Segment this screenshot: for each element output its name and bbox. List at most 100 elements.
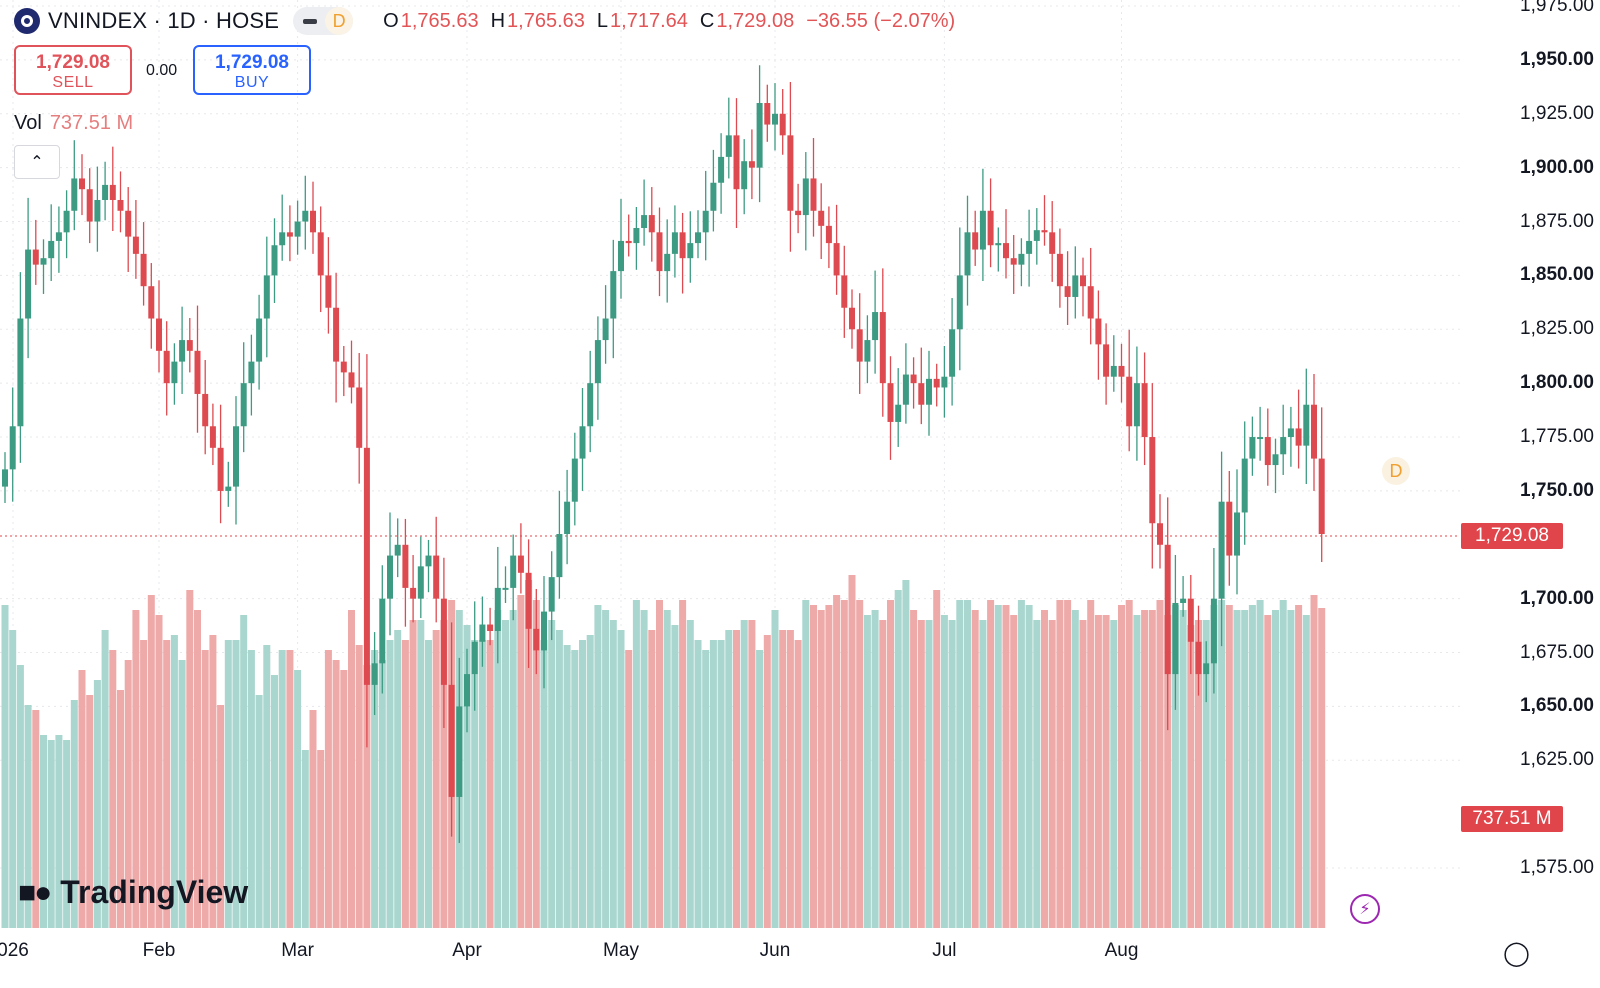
price-tick-label: 1,850.00 — [1520, 264, 1594, 286]
volume-bar — [833, 595, 841, 928]
volume-bar — [1187, 625, 1195, 928]
volume-bar — [355, 645, 363, 928]
sell-button[interactable]: 1,729.08 SELL — [14, 45, 132, 95]
time-tick-label: Apr — [452, 940, 482, 961]
volume-bar — [478, 640, 486, 928]
brand-name: TradingView — [60, 874, 249, 910]
volume-bar — [1025, 605, 1033, 928]
candle-body — [818, 210, 825, 226]
candle-body — [548, 577, 555, 612]
volume-bar — [679, 600, 687, 928]
candle-body — [802, 178, 809, 216]
volume-bar — [155, 615, 163, 928]
volume-bar — [925, 620, 933, 928]
candle-body — [610, 271, 617, 319]
volume-bar — [217, 705, 225, 928]
volume-bar — [401, 640, 409, 928]
time-tick-label: Mar — [281, 940, 314, 961]
candle-body — [1141, 383, 1148, 438]
high-value: 1,765.63 — [507, 9, 585, 32]
volume-bar — [1087, 600, 1095, 928]
candle-body — [94, 199, 101, 222]
volume-bar — [517, 595, 525, 928]
bolt-icon[interactable]: ⚡ — [1350, 894, 1380, 924]
tradingview-logo[interactable]: ■● TradingView — [18, 874, 248, 911]
candle-body — [1064, 286, 1071, 297]
volume-bars — [1, 575, 1326, 928]
volume-bar — [748, 620, 756, 928]
candle-body — [186, 340, 193, 351]
volume-bar — [409, 620, 417, 928]
candle-body — [556, 534, 563, 578]
volume-bar — [1102, 615, 1110, 928]
minus-icon — [303, 18, 318, 24]
low-label: L — [596, 9, 609, 32]
volume-bar — [109, 650, 117, 928]
volume-bar — [1064, 600, 1072, 928]
volume-bar — [586, 635, 594, 928]
candle-body — [286, 232, 293, 237]
symbol-title[interactable]: VNINDEX · 1D · HOSE — [48, 8, 280, 33]
candle-body — [964, 232, 971, 276]
volume-bar — [255, 695, 263, 928]
candle-body — [1126, 376, 1133, 427]
candle-body — [63, 210, 70, 233]
sell-price: 1,729.08 — [36, 52, 110, 73]
candle-body — [471, 641, 478, 675]
volume-bar — [340, 670, 348, 928]
volume-bar — [917, 620, 925, 928]
volume-bar — [40, 735, 47, 928]
candle-body — [1180, 598, 1187, 603]
candle-body — [71, 178, 78, 211]
candle-body — [425, 555, 432, 567]
interval-toggle[interactable]: D — [293, 7, 354, 35]
volume-bar — [1079, 620, 1087, 928]
candle-body — [79, 178, 85, 190]
settings-icon[interactable]: ◯ — [1503, 940, 1530, 967]
volume-bar — [1279, 600, 1287, 928]
collapse-button[interactable]: ⌃ — [14, 145, 60, 179]
candle-body — [864, 340, 871, 362]
candle-body — [310, 210, 316, 233]
candle-body — [271, 245, 278, 276]
volume-bar — [625, 650, 633, 928]
volume-bar — [240, 615, 248, 928]
candle-body — [1087, 286, 1094, 319]
volume-bar — [802, 600, 810, 928]
candle-body — [325, 275, 332, 308]
volume-bar — [848, 575, 856, 928]
volume-bar — [532, 600, 540, 928]
candle-body — [841, 275, 848, 308]
sell-label: SELL — [52, 74, 94, 91]
candle-body — [302, 210, 309, 222]
volume-bar — [940, 615, 948, 928]
candle-body — [417, 566, 424, 599]
candle-body — [625, 240, 632, 244]
candle-body — [725, 135, 732, 157]
buy-button[interactable]: 1,729.08 BUY — [193, 45, 311, 95]
dividend-marker[interactable]: D — [1382, 457, 1410, 485]
candle-body — [1318, 458, 1325, 535]
volume-bar — [548, 620, 556, 928]
interval-badge: D — [325, 7, 354, 35]
candle-body — [1172, 602, 1179, 675]
spread-value: 0.00 — [146, 62, 178, 79]
candle-body — [926, 378, 932, 405]
volume-bar — [1195, 620, 1202, 928]
candle-body — [1272, 454, 1279, 466]
candle-body — [1218, 501, 1225, 599]
volume-bar — [733, 630, 740, 928]
candle-body — [872, 312, 879, 341]
volume-bar — [1071, 610, 1079, 928]
volume-bar — [201, 650, 209, 928]
candle-body — [363, 447, 370, 685]
volume-bar — [987, 600, 995, 928]
price-tick-label: 1,575.00 — [1520, 857, 1594, 879]
volume-bar — [1133, 615, 1141, 928]
candle-body — [541, 611, 547, 651]
volume-bar — [686, 620, 694, 928]
candle-body — [379, 598, 386, 664]
volume-bar — [910, 610, 918, 928]
volume-bar — [902, 580, 910, 928]
